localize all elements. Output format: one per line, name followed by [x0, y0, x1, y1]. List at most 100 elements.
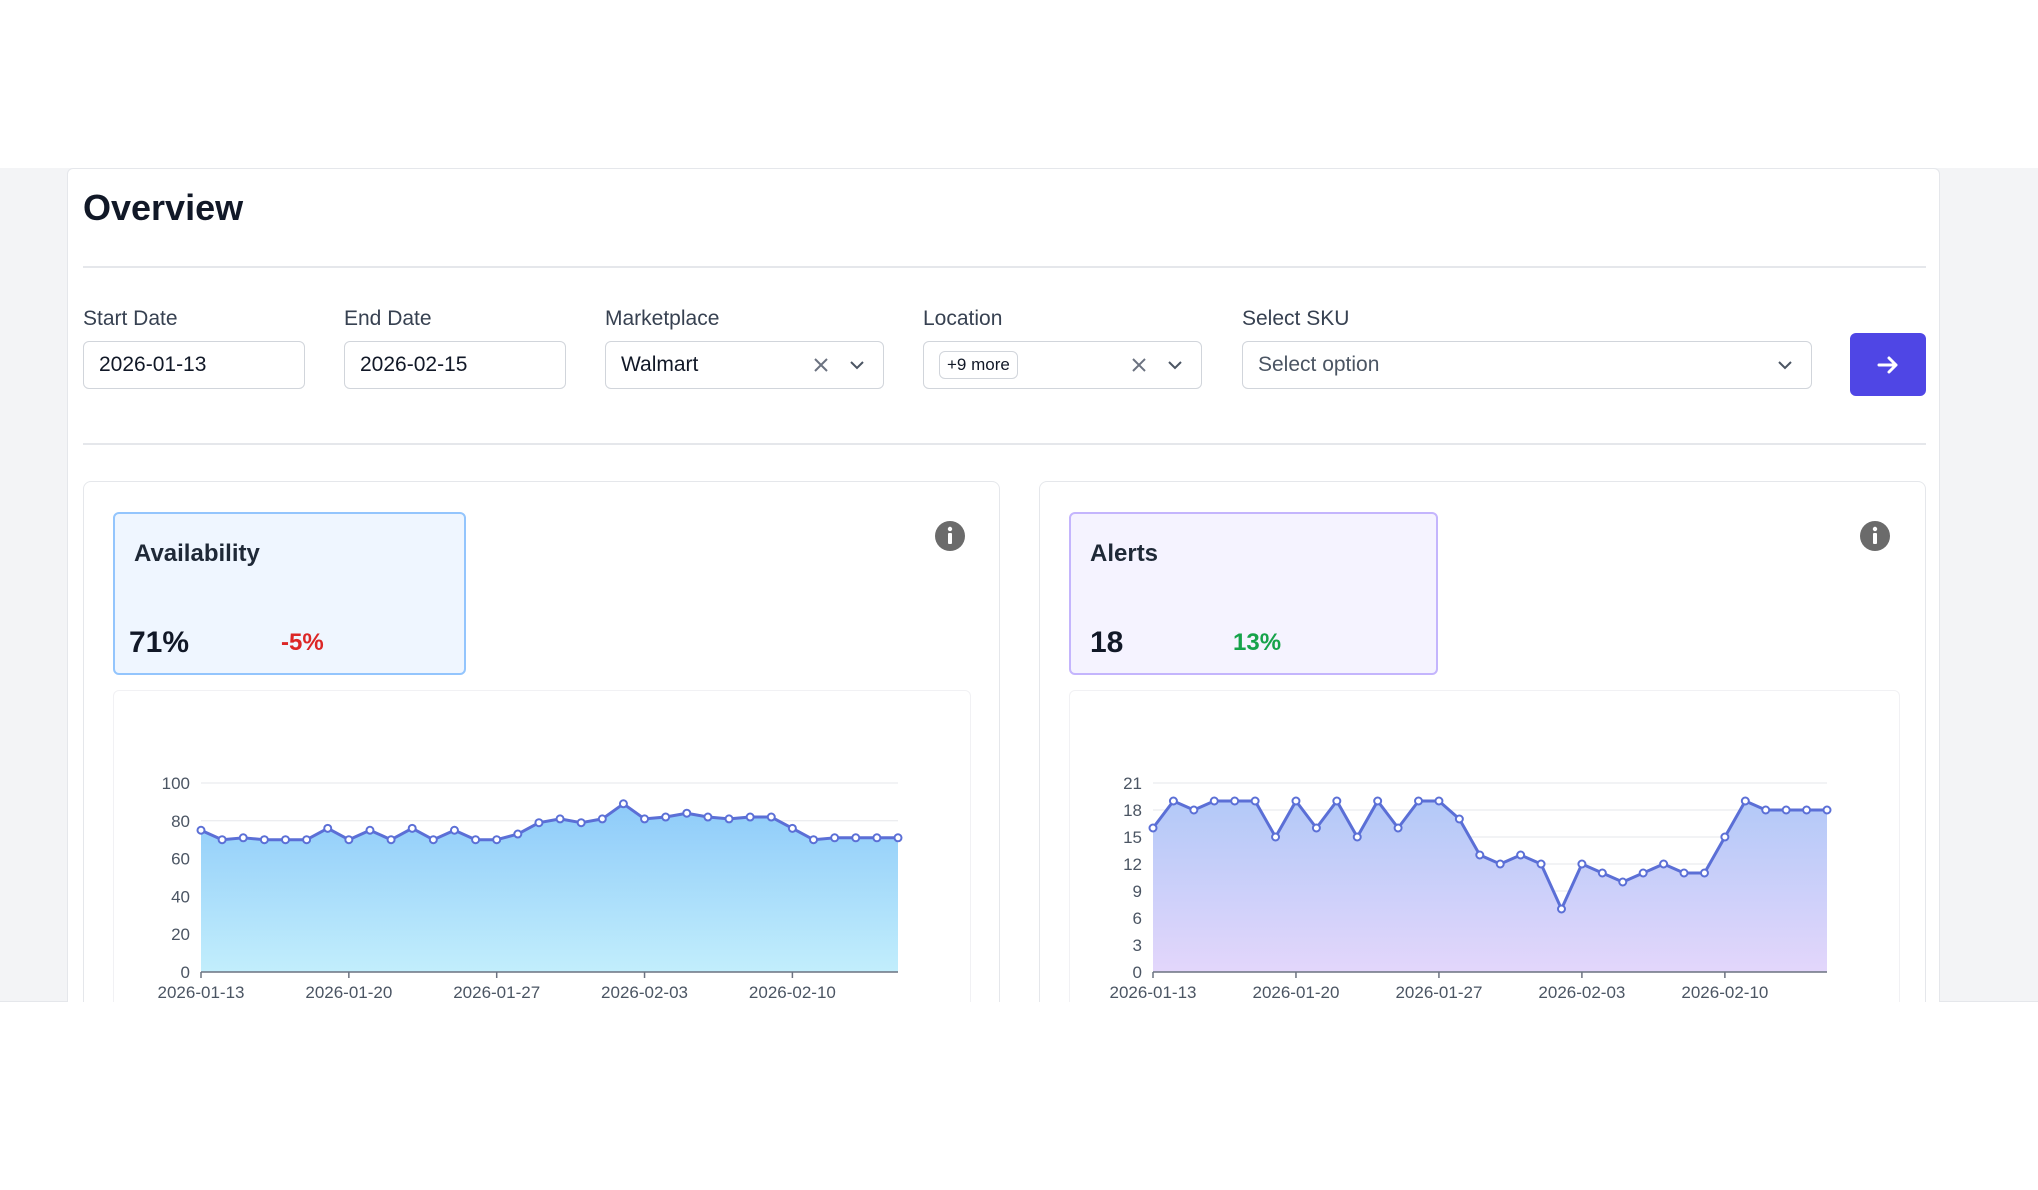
chevron-down-icon[interactable] — [1774, 354, 1796, 376]
data-point[interactable] — [1189, 805, 1199, 815]
apply-filters-button[interactable] — [1850, 333, 1926, 396]
data-point[interactable] — [428, 835, 438, 845]
x-tick-label: 2026-01-13 — [1110, 983, 1197, 1002]
y-tick-label: 18 — [1123, 801, 1142, 820]
data-point[interactable] — [576, 818, 586, 828]
data-point[interactable] — [471, 835, 481, 845]
data-point[interactable] — [1148, 823, 1158, 833]
data-point[interactable] — [724, 814, 734, 824]
data-point[interactable] — [1761, 805, 1771, 815]
clear-icon[interactable] — [810, 354, 832, 376]
data-point[interactable] — [323, 823, 333, 833]
data-point[interactable] — [1352, 832, 1362, 842]
location-more-chip: +9 more — [939, 351, 1018, 379]
area-fill — [201, 803, 898, 972]
data-point[interactable] — [1209, 796, 1219, 806]
data-point[interactable] — [344, 835, 354, 845]
marketplace-select[interactable]: Walmart — [605, 341, 884, 389]
data-point[interactable] — [534, 818, 544, 828]
data-point[interactable] — [893, 833, 903, 843]
data-point[interactable] — [492, 835, 502, 845]
marketplace-label: Marketplace — [605, 307, 720, 330]
data-point[interactable] — [872, 833, 882, 843]
data-point[interactable] — [1556, 904, 1566, 914]
y-tick-label: 3 — [1133, 936, 1142, 955]
data-point[interactable] — [597, 814, 607, 824]
start-date-input[interactable]: 2026-01-13 — [83, 341, 305, 389]
clear-icon[interactable] — [1128, 354, 1150, 376]
data-point[interactable] — [513, 829, 523, 839]
data-point[interactable] — [1271, 832, 1281, 842]
availability-value: 71% — [129, 626, 190, 659]
data-point[interactable] — [766, 812, 776, 822]
data-point[interactable] — [1414, 796, 1424, 806]
alerts-metric: Alerts 18 13% — [1069, 512, 1438, 675]
data-point[interactable] — [1332, 796, 1342, 806]
data-point[interactable] — [661, 812, 671, 822]
data-point[interactable] — [1168, 796, 1178, 806]
data-point[interactable] — [809, 835, 819, 845]
y-tick-label: 80 — [171, 812, 190, 831]
sku-select[interactable]: Select option — [1242, 341, 1812, 389]
data-point[interactable] — [217, 835, 227, 845]
data-point[interactable] — [1291, 796, 1301, 806]
availability-chart: 0 20 40 60 80 100 2026-01-13 2026-01-20 2026-01-… — [113, 690, 971, 1002]
data-point[interactable] — [1618, 877, 1628, 887]
data-point[interactable] — [1475, 850, 1485, 860]
data-point[interactable] — [1679, 868, 1689, 878]
data-point[interactable] — [1516, 850, 1526, 860]
data-point[interactable] — [1781, 805, 1791, 815]
data-point[interactable] — [1454, 814, 1464, 824]
data-point[interactable] — [1536, 859, 1546, 869]
data-point[interactable] — [1699, 868, 1709, 878]
x-tick-label: 2026-01-20 — [1252, 983, 1339, 1002]
data-point[interactable] — [1822, 805, 1832, 815]
data-point[interactable] — [1393, 823, 1403, 833]
data-point[interactable] — [196, 825, 206, 835]
data-point[interactable] — [365, 825, 375, 835]
marketplace-value: Walmart — [621, 353, 699, 376]
location-select[interactable]: +9 more — [923, 341, 1202, 389]
chevron-down-icon[interactable] — [846, 354, 868, 376]
data-point[interactable] — [682, 808, 692, 818]
data-point[interactable] — [1373, 796, 1383, 806]
end-date-value: 2026-02-15 — [360, 353, 468, 376]
y-tick-label: 15 — [1123, 828, 1142, 847]
data-point[interactable] — [1311, 823, 1321, 833]
data-point[interactable] — [1250, 796, 1260, 806]
data-point[interactable] — [1740, 796, 1750, 806]
y-tick-label: 100 — [162, 774, 190, 793]
data-point[interactable] — [555, 814, 565, 824]
data-point[interactable] — [618, 799, 628, 809]
data-point[interactable] — [259, 835, 269, 845]
end-date-label: End Date — [344, 307, 432, 330]
data-point[interactable] — [407, 823, 417, 833]
data-point[interactable] — [1230, 796, 1240, 806]
data-point[interactable] — [1577, 859, 1587, 869]
end-date-input[interactable]: 2026-02-15 — [344, 341, 566, 389]
data-point[interactable] — [640, 814, 650, 824]
data-point[interactable] — [1495, 859, 1505, 869]
data-point[interactable] — [449, 825, 459, 835]
data-point[interactable] — [851, 833, 861, 843]
chevron-down-icon[interactable] — [1164, 354, 1186, 376]
data-point[interactable] — [302, 835, 312, 845]
data-point[interactable] — [1802, 805, 1812, 815]
data-point[interactable] — [787, 823, 797, 833]
info-icon[interactable] — [934, 520, 966, 552]
data-point[interactable] — [1434, 796, 1444, 806]
availability-area-chart: 0 20 40 60 80 100 2026-01-13 2026-01-20 2026-01-… — [158, 774, 903, 1002]
data-point[interactable] — [1597, 868, 1607, 878]
data-point[interactable] — [1720, 832, 1730, 842]
sku-label: Select SKU — [1242, 307, 1350, 330]
info-icon[interactable] — [1859, 520, 1891, 552]
data-point[interactable] — [745, 812, 755, 822]
data-point[interactable] — [280, 835, 290, 845]
data-point[interactable] — [386, 835, 396, 845]
data-point[interactable] — [703, 812, 713, 822]
data-point[interactable] — [1638, 868, 1648, 878]
x-tick-label: 2026-02-03 — [1538, 983, 1625, 1002]
data-point[interactable] — [830, 833, 840, 843]
data-point[interactable] — [238, 833, 248, 843]
data-point[interactable] — [1659, 859, 1669, 869]
